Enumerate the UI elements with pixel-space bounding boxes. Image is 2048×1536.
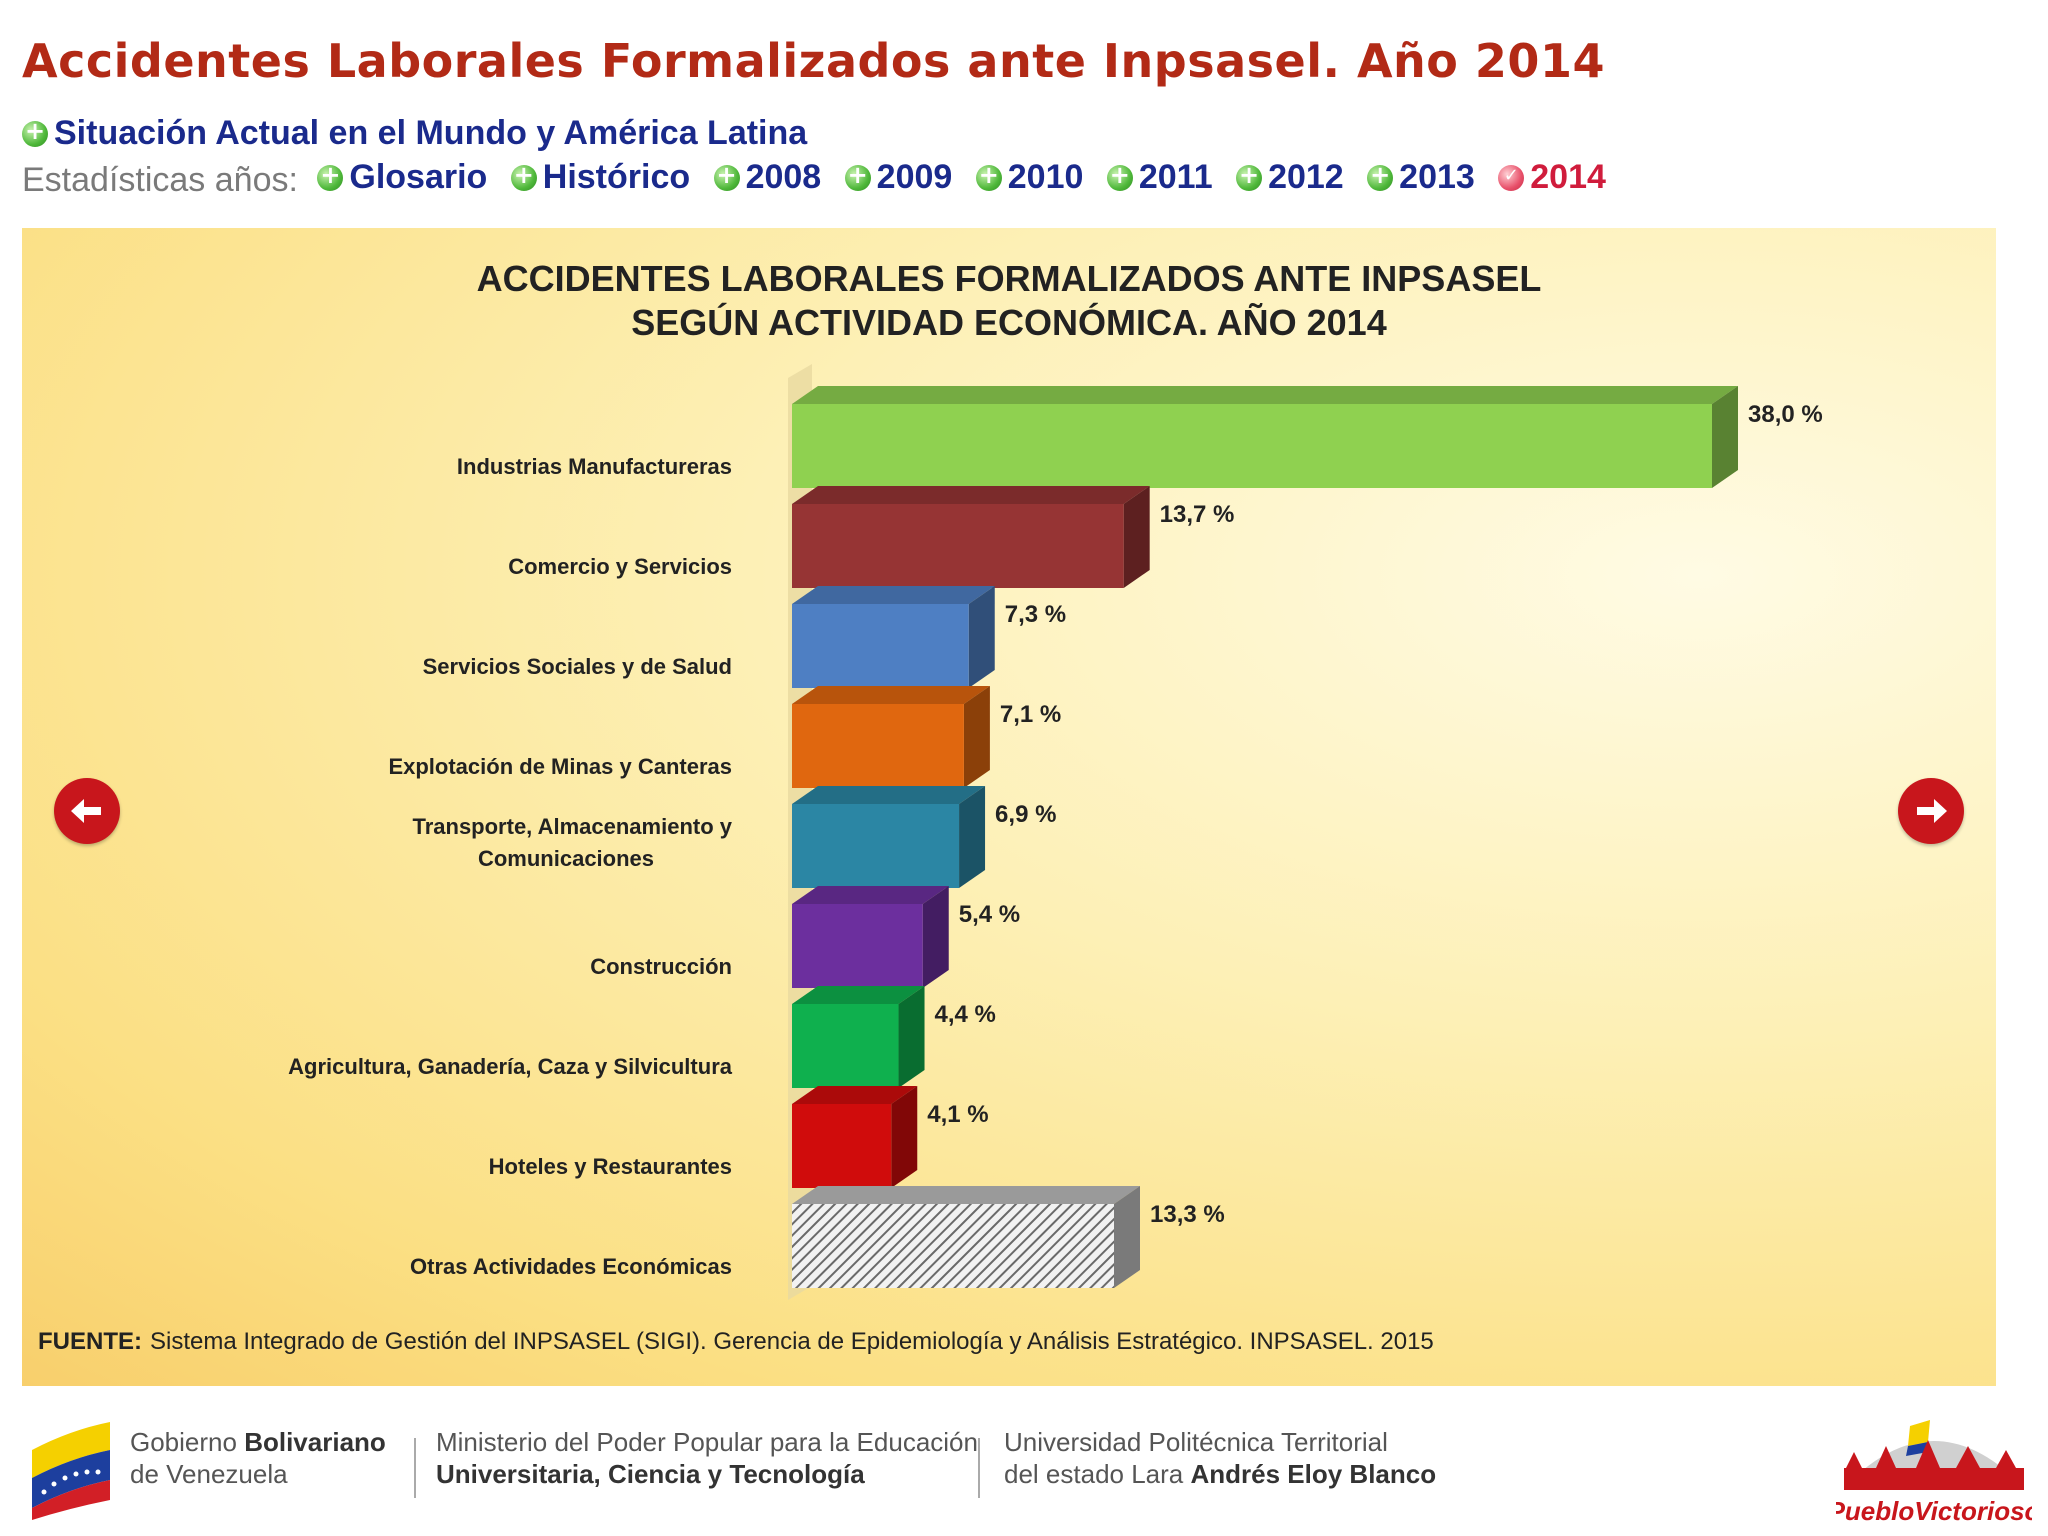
bar [792, 604, 969, 688]
world-nav-row: Situación Actual en el Mundo y América L… [22, 114, 821, 156]
category-label: Comunicaciones [478, 846, 654, 871]
bar [792, 404, 1712, 488]
plus-circle-icon [975, 161, 1002, 191]
value-label: 13,7 % [1160, 501, 1235, 528]
plus-circle-icon [1367, 161, 1394, 191]
bar-top-face [792, 386, 1738, 404]
university-text: Universidad Politécnica Territorial del … [1004, 1427, 1437, 1489]
link-2008[interactable]: 2008 [713, 158, 821, 197]
prev-slide-button[interactable] [54, 778, 120, 844]
link-2009[interactable]: 2009 [844, 158, 952, 197]
bar-top-face [792, 986, 925, 1004]
bar [792, 904, 923, 988]
value-label: 4,1 % [927, 1101, 988, 1128]
plus-circle-icon [1106, 161, 1133, 191]
bar [792, 1204, 1114, 1288]
bar-side-face [1123, 486, 1150, 588]
value-label: 7,1 % [1000, 701, 1061, 728]
value-label: 4,4 % [935, 1001, 996, 1028]
plus-circle-icon [510, 161, 537, 191]
link-historico[interactable]: Histórico [510, 158, 690, 197]
link-2011[interactable]: 2011 [1106, 158, 1213, 197]
category-label: Servicios Sociales y de Salud [423, 654, 732, 679]
category-label: Explotación de Minas y Canteras [388, 754, 732, 779]
value-label: 7,3 % [1005, 601, 1066, 628]
value-label: 5,4 % [959, 901, 1020, 928]
stats-label: Estadísticas años: [22, 160, 298, 199]
bar [792, 1004, 899, 1088]
gov-text: Gobierno Bolivariano de Venezuela [130, 1427, 386, 1489]
bar-side-face [922, 886, 949, 988]
bar-side-face [898, 986, 925, 1088]
venezuela-flag-logo [32, 1422, 110, 1520]
category-label: Agricultura, Ganadería, Caza y Silvicult… [288, 1054, 733, 1079]
bar [792, 704, 964, 788]
plus-circle-icon [22, 117, 48, 147]
logo-text: PuebloVictorioso [1836, 1496, 2032, 1526]
bar-top-face [792, 786, 986, 804]
arrow-right-icon [1917, 799, 1947, 823]
page-title: Accidentes Laborales Formalizados ante I… [22, 34, 1605, 88]
bar-side-face [1712, 386, 1738, 488]
bar [792, 504, 1124, 588]
bar [792, 1104, 892, 1188]
source-note: FUENTE: Sistema Integrado de Gestión del … [38, 1328, 1434, 1356]
bar-top-face [792, 586, 995, 604]
bar-side-face [891, 1086, 918, 1188]
ministry-text: Ministerio del Poder Popular para la Edu… [436, 1427, 978, 1489]
world-situation-label: Situación Actual en el Mundo y América L… [54, 114, 808, 152]
source-label: FUENTE: [38, 1328, 142, 1355]
source-text: Sistema Integrado de Gestión del INPSASE… [150, 1328, 1434, 1355]
plus-circle-icon [317, 161, 344, 191]
link-2012[interactable]: 2012 [1236, 158, 1344, 197]
plus-circle-icon [844, 161, 871, 191]
link-2013[interactable]: 2013 [1367, 158, 1475, 197]
value-label: 6,9 % [995, 801, 1056, 828]
chart-title-line1: ACCIDENTES LABORALES FORMALIZADOS ANTE I… [476, 258, 1542, 299]
chart-panel: ACCIDENTES LABORALES FORMALIZADOS ANTE I… [22, 228, 1996, 1386]
bar-top-face [792, 886, 949, 904]
bar-chart: 38,0 % Industrias Manufactureras 13,7 % Com… [288, 364, 1823, 1300]
category-label: Construcción [590, 954, 732, 979]
link-glosario[interactable]: Glosario [317, 158, 487, 197]
bar-top-face [792, 486, 1150, 504]
next-slide-button[interactable] [1898, 778, 1964, 844]
bar-side-face [1114, 1186, 1140, 1288]
pueblo-victorioso-logo: PuebloVictorioso [1836, 1420, 2032, 1526]
chart-title-line2: SEGÚN ACTIVIDAD ECONÓMICA. AÑO 2014 [631, 302, 1387, 343]
bar [792, 804, 960, 888]
footer: Gobierno Bolivariano de Venezuela Minist… [0, 1410, 2048, 1536]
footer-divider [978, 1438, 980, 1498]
category-label: Comercio y Servicios [508, 554, 732, 579]
link-2010[interactable]: 2010 [975, 158, 1083, 197]
link-2014[interactable]: 2014 [1498, 158, 1606, 197]
bar-top-face [792, 1086, 918, 1104]
world-situation-link[interactable]: Situación Actual en el Mundo y América L… [22, 114, 807, 153]
bar-top-face [792, 1186, 1140, 1204]
bar-top-face [792, 686, 990, 704]
category-label: Industrias Manufactureras [457, 454, 732, 479]
bar-side-face [959, 786, 986, 888]
check-circle-icon [1498, 164, 1525, 191]
stats-nav-row: Estadísticas años: Glosario Histórico 20… [22, 158, 1620, 200]
footer-divider [414, 1438, 416, 1498]
category-label: Otras Actividades Económicas [410, 1254, 732, 1279]
value-label: 38,0 % [1748, 401, 1823, 428]
arrow-left-icon [71, 799, 101, 823]
value-label: 13,3 % [1150, 1201, 1225, 1228]
category-label: Transporte, Almacenamiento y [412, 814, 732, 839]
category-label: Hoteles y Restaurantes [489, 1154, 732, 1179]
plus-circle-icon [713, 161, 740, 191]
plus-circle-icon [1236, 161, 1263, 191]
bar-side-face [968, 586, 995, 688]
bar-side-face [963, 686, 990, 788]
